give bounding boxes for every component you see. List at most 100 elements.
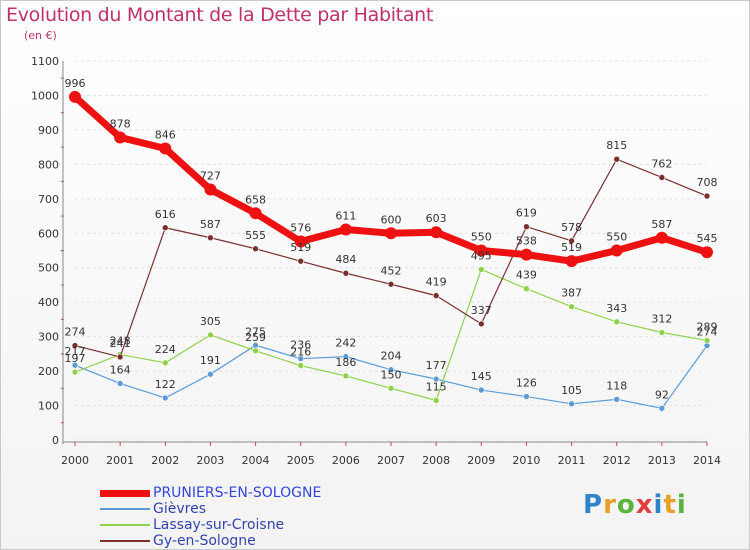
data-point [161, 224, 169, 232]
chart-title: Evolution du Montant de la Dette par Hab… [6, 4, 434, 26]
data-point [430, 226, 443, 239]
data-point [69, 90, 81, 103]
data-point [252, 245, 259, 253]
data-point [658, 405, 666, 412]
data-label: 727 [200, 170, 221, 183]
data-label: 419 [426, 276, 447, 289]
data-label: 289 [697, 320, 718, 333]
data-point [432, 397, 440, 404]
data-label: 555 [245, 229, 266, 242]
data-label: 587 [651, 218, 672, 231]
data-point [161, 359, 169, 367]
logo-letter: x [635, 490, 654, 520]
data-label: 519 [290, 241, 311, 254]
data-label: 996 [65, 77, 86, 90]
data-point [613, 318, 621, 326]
data-point [475, 244, 488, 257]
data-label: 216 [290, 346, 311, 359]
data-label: 337 [471, 304, 492, 317]
data-point [568, 400, 575, 408]
data-point [116, 380, 124, 387]
data-point [655, 231, 668, 244]
x-tick-label: 2009 [467, 454, 495, 467]
data-point [568, 237, 575, 245]
logo-letter: t [663, 490, 677, 520]
legend-label: Gy-en-Sologne [153, 533, 256, 549]
data-label: 846 [155, 129, 176, 142]
y-tick-label: 500 [38, 262, 59, 275]
y-tick-label: 800 [38, 158, 59, 171]
data-label: 241 [110, 337, 131, 350]
x-tick-label: 2010 [512, 454, 540, 467]
data-point [71, 368, 79, 376]
data-label: 164 [110, 363, 131, 376]
data-point [71, 342, 79, 349]
data-label: 312 [651, 313, 672, 326]
data-point [342, 353, 350, 360]
data-point [610, 244, 623, 257]
y-tick-label: 0 [52, 434, 59, 447]
data-point [342, 269, 350, 277]
data-label: 305 [200, 315, 221, 328]
data-label: 145 [471, 370, 492, 383]
x-tick-label: 2004 [242, 454, 270, 467]
data-point [387, 280, 395, 288]
y-tick-label: 700 [38, 193, 59, 206]
data-point [432, 292, 440, 299]
data-point [703, 337, 711, 344]
logo-letter: r [603, 490, 617, 520]
data-point [613, 396, 621, 403]
data-point [565, 255, 578, 268]
data-label: 224 [155, 343, 176, 356]
data-point [703, 192, 711, 200]
y-tick-label: 200 [38, 365, 59, 378]
data-point [523, 223, 530, 231]
data-label: 274 [697, 326, 718, 339]
data-label: 122 [155, 378, 176, 391]
data-label: 387 [561, 287, 582, 300]
data-label: 275 [245, 325, 266, 338]
data-label: 150 [381, 368, 402, 381]
data-point [252, 347, 259, 355]
y-tick-label: 300 [38, 331, 59, 344]
data-label: 191 [200, 354, 221, 367]
data-label: 600 [381, 213, 402, 226]
chart-unit: (en €) [24, 29, 57, 42]
proxiti-logo: Proxiti [583, 490, 687, 520]
data-label: 603 [426, 212, 447, 225]
data-point [523, 285, 530, 293]
legend-swatch [100, 508, 150, 510]
y-tick-label: 1000 [31, 89, 59, 102]
data-point [161, 394, 169, 402]
data-point [432, 375, 440, 383]
legend-swatch [100, 489, 150, 497]
y-tick-label: 100 [38, 400, 59, 413]
data-label: 242 [335, 337, 356, 350]
data-label: 578 [561, 221, 582, 234]
x-tick-label: 2008 [422, 454, 450, 467]
y-tick-label: 900 [38, 124, 59, 137]
data-label: 616 [155, 208, 176, 221]
data-label: 658 [245, 193, 266, 206]
data-label: 815 [606, 139, 627, 152]
data-point [477, 266, 485, 273]
data-point [207, 331, 214, 339]
data-point [523, 393, 530, 400]
data-point [297, 257, 305, 265]
data-point [568, 303, 575, 310]
data-label: 248 [110, 335, 131, 348]
data-point [385, 227, 397, 240]
data-label: 538 [516, 235, 537, 248]
data-point [297, 362, 305, 369]
y-tick-label: 400 [38, 296, 59, 309]
data-point [114, 131, 127, 144]
data-point [297, 355, 305, 362]
legend-swatch [100, 540, 150, 542]
legend-swatch [100, 524, 150, 526]
x-tick-label: 2000 [61, 454, 89, 467]
data-label: 105 [561, 384, 582, 397]
data-label: 217 [65, 345, 86, 358]
data-label: 550 [471, 231, 492, 244]
